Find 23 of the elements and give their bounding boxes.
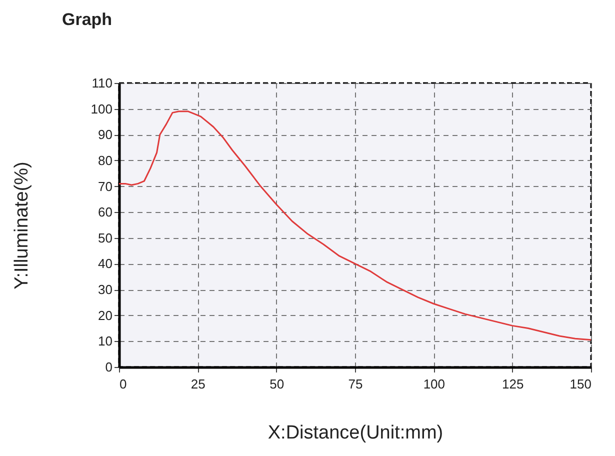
x-tick-label: 100 (423, 376, 446, 392)
x-tick-label: 150 (570, 376, 592, 392)
x-tick-label: 75 (348, 376, 363, 392)
y-tick-label: 30 (98, 282, 112, 298)
y-tick-label: 50 (98, 230, 112, 246)
x-axis-title: X:Distance(Unit:mm) (268, 422, 444, 444)
y-tick-label: 100 (90, 101, 112, 116)
y-tick-label: 90 (98, 127, 112, 142)
y-tick-label: 0 (105, 360, 112, 374)
y-tick-label: 40 (98, 256, 112, 272)
y-tick-label: 60 (98, 204, 112, 220)
y-tick-label: 10 (98, 334, 112, 349)
x-tick-label: 125 (502, 376, 524, 392)
line-series (118, 110, 592, 341)
y-tick-label: 20 (98, 308, 112, 323)
y-tick-label: 80 (98, 152, 112, 168)
y-tick-label: 110 (92, 76, 112, 90)
x-tick-label: 50 (270, 376, 284, 392)
x-tick-label: 0 (120, 376, 127, 392)
y-axis-title: Y:Illuminate(%) (12, 162, 32, 290)
y-tick-label: 70 (98, 178, 112, 194)
chart-title: Graph (62, 10, 112, 29)
x-tick-label: 25 (190, 376, 206, 392)
